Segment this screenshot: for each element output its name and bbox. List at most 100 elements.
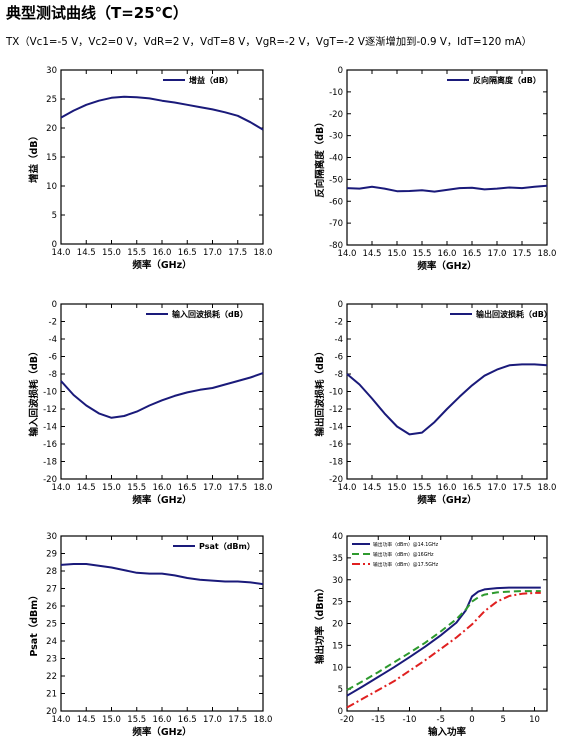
y-tick-label: -10 [329, 388, 343, 398]
x-tick-label: 17.5 [513, 483, 532, 493]
y-axis-title: 反向隔离度（dB） [314, 117, 326, 198]
x-axis-title: 频率（GHz） [132, 259, 191, 271]
y-tick-label: 35 [332, 554, 343, 564]
y-tick-label: -14 [329, 423, 343, 433]
page-title: 典型测试曲线（T=25℃） [6, 4, 188, 22]
y-tick-label: -8 [49, 370, 57, 380]
legend-label: 输出功率（dBm）@17.5GHz [373, 561, 439, 568]
x-tick-label: 14.0 [52, 715, 71, 725]
x-tick-label: 15.5 [127, 715, 146, 725]
x-tick-label: 17.5 [228, 248, 247, 258]
x-tick-label: 17.0 [203, 483, 222, 493]
y-tick-label: 21 [46, 690, 57, 700]
chart-gain: 14.0 14.5 15.0 15.5 16.0 16.5 17.0 17.5 18.0 0 5 10… [0, 62, 290, 276]
legend-label: 输出回波损耗（dB） [476, 309, 552, 319]
x-tick-label: 17.5 [228, 715, 247, 725]
x-tick-label: 14.0 [52, 248, 71, 258]
x-tick-label: 15.5 [413, 483, 432, 493]
series-line [346, 590, 541, 691]
y-tick-label: 5 [52, 211, 57, 221]
y-tick-label: 26 [46, 602, 57, 612]
y-tick-label: 22 [46, 672, 57, 682]
x-tick-label: 16.0 [153, 483, 172, 493]
x-tick-label: 15.0 [388, 249, 407, 259]
y-axis-title: 输入回波损耗（dB） [28, 346, 40, 436]
y-tick-label: -20 [329, 475, 343, 485]
y-tick-label: 24 [46, 637, 57, 647]
y-tick-label: 30 [46, 66, 57, 76]
x-tick-label: 0 [469, 715, 474, 725]
x-tick-label: -5 [437, 715, 445, 725]
plot-area [346, 69, 548, 246]
legend-label: 反向隔离度（dB） [473, 75, 541, 85]
x-tick-label: 14.0 [338, 483, 357, 493]
x-tick-label: 15.5 [127, 248, 146, 258]
series-line [346, 591, 541, 709]
x-tick-label: 14.5 [363, 483, 382, 493]
chart-output-power: -20 -15 -10 -5 0 5 10 0 5 10 15 20 25 30 35 40 输入功率 输出功率（… [290, 528, 579, 747]
y-tick-label: 20 [332, 620, 343, 630]
y-tick-label: -16 [43, 440, 57, 450]
x-axis-title: 频率（GHz） [132, 494, 191, 506]
y-tick-label: 29 [46, 550, 57, 560]
x-tick-label: 16.0 [438, 483, 457, 493]
x-tick-label: 10 [529, 715, 540, 725]
x-tick-label: 18.0 [538, 483, 557, 493]
legend-label: 输出功率（dBm）@14.1GHz [373, 541, 439, 548]
chart-psat: 14.0 14.5 15.0 15.5 16.0 16.5 17.0 17.5 18.0 20 21… [0, 528, 290, 747]
y-tick-label: -80 [329, 241, 343, 251]
y-tick-label: -16 [329, 440, 343, 450]
chart-output-return-loss: 14.0 14.5 15.0 15.5 16.0 16.5 17.0 17.5 18.0 0 -2 -… [290, 296, 579, 510]
x-tick-label: 17.0 [488, 483, 507, 493]
y-tick-label: 23 [46, 655, 57, 665]
x-tick-label: 18.0 [254, 715, 273, 725]
y-axis-title: 输出功率（dBm） [314, 583, 326, 664]
y-tick-label: -30 [329, 132, 343, 142]
x-tick-label: 14.5 [77, 248, 96, 258]
x-tick-label: -10 [403, 715, 417, 725]
y-tick-label: 25 [46, 620, 57, 630]
y-tick-label: 20 [46, 707, 57, 717]
x-tick-label: 16.5 [463, 483, 482, 493]
x-tick-label: 16.0 [438, 249, 457, 259]
y-tick-label: 15 [46, 153, 57, 163]
x-axis-title: 频率（GHz） [132, 726, 191, 738]
series-line [60, 563, 264, 586]
x-tick-label: 16.0 [153, 248, 172, 258]
y-tick-label: -10 [329, 88, 343, 98]
x-tick-label: 15.0 [102, 483, 121, 493]
x-tick-label: 14.0 [52, 483, 71, 493]
plot-area [60, 69, 264, 245]
y-tick-label: -40 [329, 154, 343, 164]
x-tick-label: 16.5 [178, 715, 197, 725]
x-tick-label: 14.5 [77, 483, 96, 493]
y-tick-label: -10 [43, 388, 57, 398]
y-tick-label: 30 [46, 532, 57, 542]
x-axis-title: 频率（GHz） [417, 260, 476, 272]
legend-label: 输出功率（dBm）@16GHz [373, 551, 434, 558]
y-tick-label: -6 [49, 353, 57, 363]
x-tick-label: 14.5 [363, 249, 382, 259]
x-axis-title: 输入功率 [428, 726, 467, 738]
x-tick-label: 17.0 [203, 248, 222, 258]
plot-area [60, 535, 264, 712]
y-tick-label: -6 [335, 353, 343, 363]
x-tick-label: 17.5 [228, 483, 247, 493]
y-tick-label: -4 [335, 335, 343, 345]
series-line [60, 95, 264, 131]
y-tick-label: 5 [338, 685, 343, 695]
x-tick-label: 17.0 [203, 715, 222, 725]
plot-area [60, 303, 264, 480]
x-tick-label: 5 [501, 715, 506, 725]
y-tick-label: 10 [332, 663, 343, 673]
test-conditions: TX（Vc1=-5 V，Vc2=0 V，VdR=2 V，VdT=8 V，VgR=… [6, 36, 532, 48]
x-tick-label: 15.0 [388, 483, 407, 493]
y-tick-label: 0 [338, 707, 343, 717]
plot-area [346, 303, 548, 480]
x-tick-label: 17.5 [513, 249, 532, 259]
x-tick-label: 15.5 [413, 249, 432, 259]
x-tick-label: 15.5 [127, 483, 146, 493]
y-tick-label: -60 [329, 197, 343, 207]
y-tick-label: -18 [329, 458, 343, 468]
y-tick-label: 28 [46, 567, 57, 577]
